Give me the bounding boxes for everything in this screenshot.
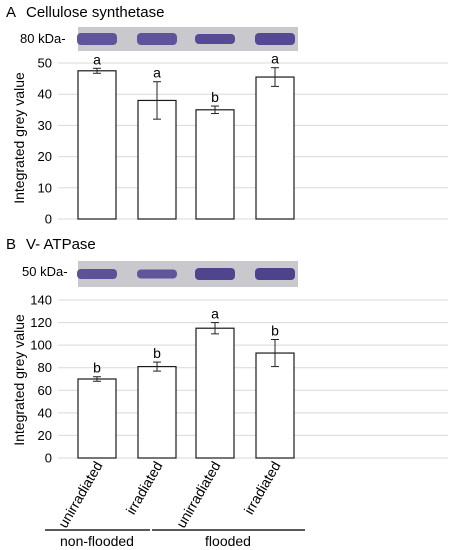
panel-a-y-axis-label: Integrated grey value: [11, 72, 27, 204]
panel-b-y-tick-label: 0: [45, 451, 52, 466]
panel-b-bar: [195, 327, 235, 459]
panel-a-bar: [255, 76, 295, 220]
panel-b-y-axis-label: Integrated grey value: [11, 314, 27, 446]
panel-b-plot: 0 20 40 60 80 100 120 140 b b a b: [30, 293, 448, 466]
panel-b-significance-letter: b: [271, 323, 279, 339]
x-category-label: irradiated: [123, 459, 166, 518]
panel-b-significance-letter: b: [93, 360, 101, 376]
blot-band: [195, 268, 235, 280]
panel-a-y-tick-label: 30: [38, 118, 52, 133]
x-category-labels: unirradiated irradiated unirradiated irradi…: [55, 459, 284, 531]
panel-a-y-tick-label: 0: [45, 212, 52, 227]
panel-a-y-tick-label: 50: [38, 56, 52, 71]
panel-a-letter: A: [6, 4, 16, 21]
panel-a-y-tick-label: 20: [38, 149, 52, 164]
panel-b-y-tick-label: 80: [38, 360, 52, 375]
panel-b-bar: [77, 378, 117, 459]
panel-b-y-tick-label: 100: [30, 338, 52, 353]
panel-a-y-tick-label: 10: [38, 180, 52, 195]
panel-a-bar: [77, 70, 117, 220]
panel-a-title: Cellulose synthetase: [26, 4, 164, 21]
panel-b-y-tick-label: 20: [38, 428, 52, 443]
panel-b-bar: [137, 365, 177, 459]
panel-a-significance-letter: a: [93, 51, 101, 67]
x-category-label: irradiated: [241, 459, 284, 518]
panel-a-significance-letter: a: [153, 65, 161, 81]
panel-b-significance-letter: a: [211, 306, 219, 322]
panel-a-blot-label: 80 kDa-: [20, 31, 66, 46]
panel-b-letter: B: [6, 236, 16, 253]
panel-a-y-tick-label: 40: [38, 87, 52, 102]
blot-band: [255, 33, 295, 45]
panel-b-bar: [255, 352, 295, 459]
blot-band: [137, 269, 177, 279]
blot-band: [195, 34, 235, 44]
panel-b-y-tick-label: 140: [30, 293, 52, 308]
panel-a-western-blot: [77, 27, 298, 51]
panel-a-plot: 0 10 20 30 40 50 a a b a: [38, 51, 448, 227]
group-label-flooded: flooded: [205, 533, 251, 549]
panel-a-bar: [137, 99, 177, 220]
panel-b-y-tick-label: 40: [38, 405, 52, 420]
blot-band: [77, 269, 117, 279]
panel-b-title: V- ATPase: [26, 236, 96, 253]
panel-a-significance-letter: a: [271, 51, 279, 67]
x-category-label: unirradiated: [55, 459, 106, 531]
panel-b-y-tick-label: 60: [38, 383, 52, 398]
panel-b-significance-letter: b: [153, 345, 161, 361]
group-label-non-flooded: non-flooded: [60, 533, 134, 549]
panel-b-western-blot: [77, 261, 298, 287]
panel-a-bar: [195, 109, 235, 220]
x-category-label: unirradiated: [173, 459, 224, 531]
blot-band: [137, 33, 177, 45]
blot-band: [255, 268, 295, 280]
blot-band: [77, 33, 117, 45]
panel-b-y-tick-label: 120: [30, 315, 52, 330]
panel-b-blot-label: 50 kDa-: [22, 264, 68, 279]
panel-a-significance-letter: b: [211, 89, 219, 105]
